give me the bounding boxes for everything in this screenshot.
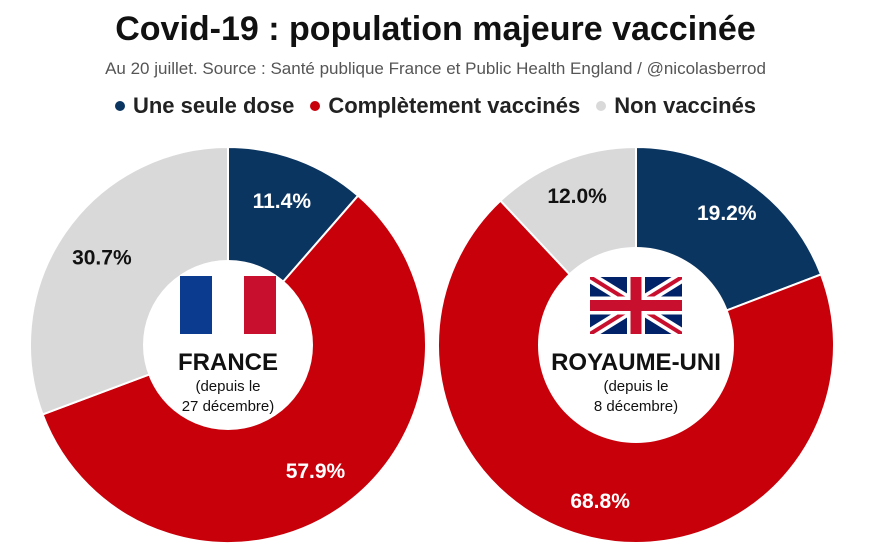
legend-item-fully-vaccinated: Complètement vaccinés [310, 93, 580, 119]
legend-item-single-dose: Une seule dose [114, 93, 295, 119]
uk-flag [590, 277, 682, 334]
france-label-fully-vaccinated: 57.9% [286, 460, 346, 483]
royaume-uni-label-unvaccinated: 12.0% [547, 185, 607, 208]
legend-dot-single-dose [114, 101, 125, 111]
royaume-uni-label-fully-vaccinated: 68.8% [570, 490, 630, 513]
royaume-uni-label-single-dose: 19.2% [697, 202, 757, 225]
france-country-name: FRANCE [178, 349, 278, 376]
france-note-line-1: (depuis le [195, 378, 260, 395]
royaume-uni-note-line-2: 8 décembre) [594, 398, 678, 415]
france-label-single-dose: 11.4% [253, 190, 312, 213]
france-label-unvaccinated: 30.7% [72, 247, 132, 270]
legend-label-unvaccinated: Non vaccinés [614, 93, 757, 118]
france-flag-blue [180, 276, 212, 334]
france-flag-white [212, 276, 244, 334]
france-flag [180, 276, 276, 334]
france-note-line-2: 27 décembre) [182, 398, 275, 415]
royaume-uni-donut-hole [538, 247, 734, 443]
legend-label-fully-vaccinated: Complètement vaccinés [328, 93, 581, 118]
france-flag-red [244, 276, 276, 334]
royaume-uni-note-line-1: (depuis le [603, 378, 668, 395]
legend: Une seule dose Complètement vaccinés Non… [0, 93, 871, 119]
chart-subtitle: Au 20 juillet. Source : Santé publique F… [105, 59, 766, 78]
uk-flag-cross-red-h [590, 300, 682, 311]
legend-label-single-dose: Une seule dose [132, 93, 295, 118]
legend-item-unvaccinated: Non vaccinés [596, 93, 756, 119]
royaume-uni-country-name: ROYAUME-UNI [551, 349, 721, 376]
legend-dot-unvaccinated [596, 101, 607, 111]
chart-title: Covid-19 : population majeure vaccinée [115, 10, 756, 48]
legend-dot-fully-vaccinated [310, 101, 321, 111]
